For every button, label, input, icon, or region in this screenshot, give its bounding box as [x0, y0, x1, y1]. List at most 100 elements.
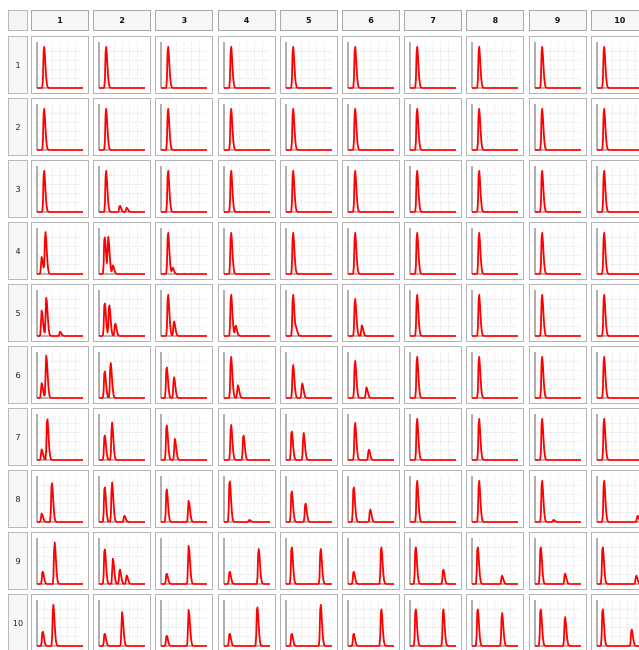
row-header-2[interactable]: 2 — [8, 98, 28, 156]
plot-cell-1-7[interactable] — [404, 36, 463, 94]
plot-cell-3-10[interactable] — [590, 160, 639, 218]
plot-cell-8-4[interactable] — [217, 470, 276, 528]
plot-cell-9-3[interactable] — [155, 532, 214, 590]
plot-cell-3-2[interactable] — [93, 160, 152, 218]
plot-cell-10-9[interactable] — [528, 594, 587, 650]
plot-cell-7-4[interactable] — [217, 408, 276, 466]
plot-cell-9-10[interactable] — [590, 532, 639, 590]
plot-cell-6-9[interactable] — [528, 346, 587, 404]
plot-cell-5-9[interactable] — [528, 284, 587, 342]
plot-cell-6-6[interactable] — [342, 346, 400, 404]
plot-cell-4-9[interactable] — [528, 222, 587, 280]
plot-cell-2-6[interactable] — [342, 98, 400, 156]
plot-cell-6-8[interactable] — [466, 346, 525, 404]
column-header-8[interactable]: 8 — [466, 10, 525, 31]
plot-cell-4-8[interactable] — [466, 222, 525, 280]
plot-cell-9-8[interactable] — [466, 532, 525, 590]
plot-cell-8-2[interactable] — [93, 470, 152, 528]
plot-cell-9-1[interactable] — [31, 532, 89, 590]
row-header-5[interactable]: 5 — [8, 284, 28, 342]
plot-cell-2-2[interactable] — [93, 98, 152, 156]
plot-cell-9-9[interactable] — [528, 532, 587, 590]
plot-cell-7-6[interactable] — [342, 408, 400, 466]
row-header-9[interactable]: 9 — [8, 532, 28, 590]
plot-cell-7-10[interactable] — [590, 408, 639, 466]
plot-cell-5-4[interactable] — [217, 284, 276, 342]
plot-cell-2-4[interactable] — [217, 98, 276, 156]
plot-cell-5-8[interactable] — [466, 284, 525, 342]
column-header-4[interactable]: 4 — [217, 10, 276, 31]
plot-cell-6-10[interactable] — [590, 346, 639, 404]
plot-cell-5-6[interactable] — [342, 284, 400, 342]
plot-cell-6-2[interactable] — [93, 346, 152, 404]
plot-cell-7-2[interactable] — [93, 408, 152, 466]
plot-cell-7-9[interactable] — [528, 408, 587, 466]
plot-cell-5-1[interactable] — [31, 284, 89, 342]
plot-cell-5-10[interactable] — [590, 284, 639, 342]
plot-cell-10-4[interactable] — [217, 594, 276, 650]
plot-cell-1-1[interactable] — [31, 36, 89, 94]
plot-cell-1-8[interactable] — [466, 36, 525, 94]
plot-cell-10-1[interactable] — [31, 594, 89, 650]
row-header-6[interactable]: 6 — [8, 346, 28, 404]
plot-cell-1-10[interactable] — [590, 36, 639, 94]
plot-cell-2-5[interactable] — [279, 98, 338, 156]
column-header-7[interactable]: 7 — [404, 10, 463, 31]
plot-cell-2-7[interactable] — [404, 98, 463, 156]
column-header-5[interactable]: 5 — [279, 10, 338, 31]
column-header-9[interactable]: 9 — [528, 10, 587, 31]
plot-cell-9-6[interactable] — [342, 532, 400, 590]
plot-cell-8-10[interactable] — [590, 470, 639, 528]
plot-cell-3-9[interactable] — [528, 160, 587, 218]
plot-cell-6-7[interactable] — [404, 346, 463, 404]
plot-cell-9-4[interactable] — [217, 532, 276, 590]
plot-cell-10-2[interactable] — [93, 594, 152, 650]
plot-cell-7-8[interactable] — [466, 408, 525, 466]
plot-cell-2-8[interactable] — [466, 98, 525, 156]
plot-cell-8-8[interactable] — [466, 470, 525, 528]
plot-cell-10-8[interactable] — [466, 594, 525, 650]
column-header-3[interactable]: 3 — [155, 10, 214, 31]
plot-cell-4-5[interactable] — [279, 222, 338, 280]
plot-cell-7-3[interactable] — [155, 408, 214, 466]
plot-cell-10-7[interactable] — [404, 594, 463, 650]
plot-cell-4-1[interactable] — [31, 222, 89, 280]
plot-cell-1-9[interactable] — [528, 36, 587, 94]
plot-cell-8-5[interactable] — [279, 470, 338, 528]
plot-cell-7-5[interactable] — [279, 408, 338, 466]
plot-cell-2-10[interactable] — [590, 98, 639, 156]
plot-cell-9-2[interactable] — [93, 532, 152, 590]
plot-cell-1-3[interactable] — [155, 36, 214, 94]
column-header-6[interactable]: 6 — [342, 10, 400, 31]
plot-cell-3-1[interactable] — [31, 160, 89, 218]
plot-cell-4-4[interactable] — [217, 222, 276, 280]
plot-cell-9-7[interactable] — [404, 532, 463, 590]
row-header-3[interactable]: 3 — [8, 160, 28, 218]
plot-cell-4-6[interactable] — [342, 222, 400, 280]
plot-cell-2-9[interactable] — [528, 98, 587, 156]
plot-cell-4-7[interactable] — [404, 222, 463, 280]
plot-cell-10-3[interactable] — [155, 594, 214, 650]
plot-cell-3-6[interactable] — [342, 160, 400, 218]
plot-cell-6-3[interactable] — [155, 346, 214, 404]
plot-cell-5-5[interactable] — [279, 284, 338, 342]
plot-cell-7-1[interactable] — [31, 408, 89, 466]
plot-cell-6-4[interactable] — [217, 346, 276, 404]
plot-cell-6-1[interactable] — [31, 346, 89, 404]
plot-cell-5-7[interactable] — [404, 284, 463, 342]
plot-cell-5-3[interactable] — [155, 284, 214, 342]
plot-cell-3-8[interactable] — [466, 160, 525, 218]
plot-cell-3-5[interactable] — [279, 160, 338, 218]
plot-cell-4-10[interactable] — [590, 222, 639, 280]
plot-cell-7-7[interactable] — [404, 408, 463, 466]
plot-cell-8-7[interactable] — [404, 470, 463, 528]
plot-cell-1-4[interactable] — [217, 36, 276, 94]
plot-cell-6-5[interactable] — [279, 346, 338, 404]
row-header-8[interactable]: 8 — [8, 470, 28, 528]
column-header-2[interactable]: 2 — [93, 10, 152, 31]
plot-cell-8-6[interactable] — [342, 470, 400, 528]
plot-cell-3-7[interactable] — [404, 160, 463, 218]
row-header-7[interactable]: 7 — [8, 408, 28, 466]
plot-cell-3-3[interactable] — [155, 160, 214, 218]
plot-cell-1-5[interactable] — [279, 36, 338, 94]
